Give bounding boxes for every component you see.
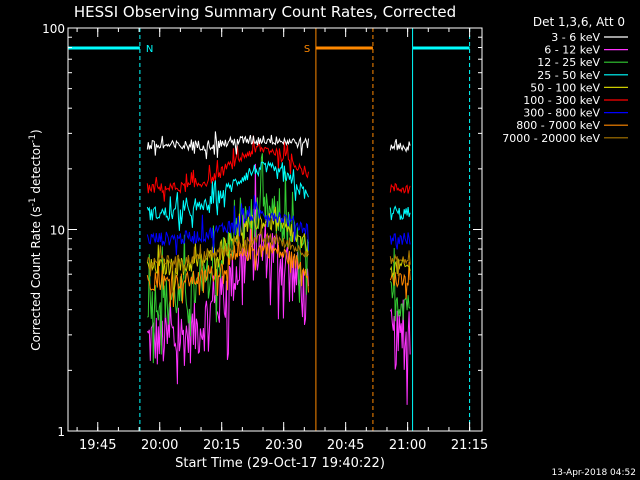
x-tick-label-4: 20:45 (327, 438, 364, 453)
legend-label-6: 300 - 800 keV (523, 107, 600, 120)
x-tick-label-1: 20:00 (141, 438, 178, 453)
legend-label-0: 3 - 6 keV (551, 31, 600, 44)
y-axis-label: Corrected Count Rate (s-1 detector-1) (28, 129, 43, 350)
y-tick-label-2: 100 (42, 22, 65, 36)
legend-header: Det 1,3,6, Att 0 (533, 15, 625, 29)
flag-label-1: S (304, 44, 310, 55)
series-line-7-segment-0 (146, 228, 309, 308)
x-tick-label-0: 19:45 (79, 438, 116, 453)
series-line-8-segment-0 (146, 224, 309, 277)
y-tick-label-1: 10 (50, 224, 65, 238)
series-line-1-segment-0 (146, 163, 309, 385)
legend-label-4: 50 - 100 keV (530, 81, 600, 94)
x-tick-label-3: 20:30 (265, 438, 302, 453)
series-line-2-segment-1 (389, 247, 411, 322)
series-line-3-segment-0 (146, 160, 309, 231)
x-tick-label-2: 20:15 (203, 438, 240, 453)
series-line-0-segment-1 (389, 139, 411, 153)
legend-label-2: 12 - 25 keV (537, 56, 600, 69)
series-line-8-segment-1 (389, 250, 411, 276)
series-line-4-segment-1 (389, 256, 411, 278)
series-line-7-segment-1 (389, 261, 411, 299)
x-tick-label-5: 21:00 (389, 438, 426, 453)
flag-label-0: N (146, 44, 153, 55)
legend-label-7: 800 - 7000 keV (516, 119, 600, 132)
series-line-6-segment-0 (146, 195, 309, 256)
series-line-1-segment-1 (389, 299, 411, 405)
y-tick-label-0: 1 (57, 425, 65, 439)
legend-label-5: 100 - 300 keV (523, 94, 600, 107)
legend-label-8: 7000 - 20000 keV (502, 132, 600, 145)
plot-frame (67, 27, 483, 432)
y-axis: 1 10 100 (42, 22, 482, 439)
series-line-5-segment-0 (146, 135, 309, 202)
series-line-5-segment-1 (389, 182, 411, 194)
x-tick-label-6: 21:15 (451, 438, 488, 453)
x-axis: 19:45 20:00 20:15 20:30 20:45 21:00 21:15 (76, 28, 488, 453)
series-line-3-segment-1 (389, 205, 411, 221)
series-line-6-segment-1 (389, 232, 411, 250)
legend-label-1: 6 - 12 keV (544, 44, 600, 57)
chart-title: HESSI Observing Summary Count Rates, Cor… (74, 3, 456, 21)
series-line-0-segment-0 (146, 131, 309, 160)
footer-timestamp: 13-Apr-2018 04:52 (552, 468, 636, 478)
x-axis-label: Start Time (29-Oct-17 19:40:22) (175, 456, 385, 471)
legend-label-3: 25 - 50 keV (537, 69, 600, 82)
